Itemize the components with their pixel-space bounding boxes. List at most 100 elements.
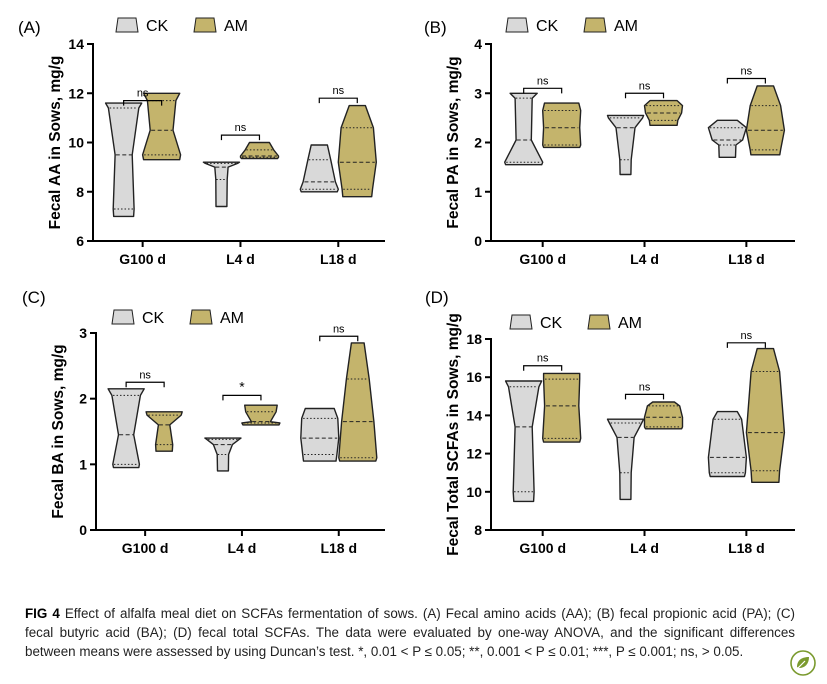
x-tick-label: G100 d xyxy=(122,540,169,556)
violin-am-1 xyxy=(239,141,280,160)
x-tick-label: L4 d xyxy=(630,540,659,556)
legend-label-am: AM xyxy=(614,18,638,35)
x-tick-label: L18 d xyxy=(320,251,357,267)
legend-swatch-am xyxy=(193,17,217,33)
y-tick-label: 2 xyxy=(79,391,87,407)
y-tick-label: 8 xyxy=(474,522,482,538)
significance-label: ns xyxy=(639,80,651,92)
x-tick-label: L18 d xyxy=(320,540,357,556)
violin-am-1 xyxy=(643,401,684,430)
legend-swatch-ck xyxy=(115,17,139,33)
violin-am-0 xyxy=(141,92,182,161)
significance-bracket xyxy=(726,77,766,84)
legend-label-am: AM xyxy=(224,18,248,35)
violin-am-0 xyxy=(542,102,582,149)
panel-label: (B) xyxy=(424,18,447,37)
chart-panel-c: (C) CK AM 0 1 2 3 Fecal BA in Sows, mg/g G100 d L… xyxy=(22,288,385,556)
legend-swatch-ck xyxy=(509,314,533,330)
significance-label: * xyxy=(239,378,245,394)
legend-swatch-am xyxy=(189,309,213,325)
violin-am-2 xyxy=(745,85,786,156)
significance-bracket xyxy=(726,342,766,348)
leaf-icon xyxy=(790,650,816,676)
y-tick-label: 2 xyxy=(474,135,482,151)
significance-label: ns xyxy=(332,85,344,97)
y-tick-label: 10 xyxy=(466,484,482,500)
significance-bracket xyxy=(523,87,563,94)
violin-ck-1 xyxy=(606,114,645,176)
x-tick-label: L4 d xyxy=(630,251,659,267)
violin-ck-1 xyxy=(204,437,242,472)
y-tick-label: 1 xyxy=(474,184,482,200)
x-tick-label: G100 d xyxy=(119,251,166,267)
significance-label: ns xyxy=(235,122,247,134)
significance-label: ns xyxy=(333,323,345,335)
legend-label-ck: CK xyxy=(536,18,559,35)
y-tick-label: 0 xyxy=(79,522,87,538)
significance-bracket xyxy=(222,394,262,401)
legend-label-ck: CK xyxy=(142,310,165,327)
significance-bracket xyxy=(523,365,563,371)
violin-am-1 xyxy=(241,404,281,426)
legend-label-ck: CK xyxy=(146,18,169,35)
legend-swatch-am xyxy=(583,17,607,33)
significance-label: ns xyxy=(537,353,549,365)
y-tick-label: 12 xyxy=(466,446,482,462)
legend-swatch-ck xyxy=(505,17,529,33)
violin-ck-1 xyxy=(606,418,645,501)
y-axis-title: Fecal AA in Sows, mg/g xyxy=(47,56,64,230)
y-tick-label: 6 xyxy=(76,233,84,249)
panel-label: (C) xyxy=(22,288,46,307)
x-tick-label: L4 d xyxy=(228,540,257,556)
significance-bracket xyxy=(624,92,665,99)
significance-bracket xyxy=(220,134,261,141)
significance-label: ns xyxy=(741,330,753,342)
violin-ck-2 xyxy=(707,119,748,158)
y-axis-title: Fecal Total SCFAs in Sows, mg/g xyxy=(445,313,462,556)
significance-bracket xyxy=(123,100,163,106)
y-tick-label: 3 xyxy=(79,325,87,341)
violin-am-0 xyxy=(542,372,582,443)
significance-bracket xyxy=(125,381,165,388)
significance-label: ns xyxy=(137,88,149,100)
violin-am-0 xyxy=(145,411,183,452)
significance-bracket xyxy=(624,393,665,400)
significance-bracket xyxy=(319,335,359,342)
violin-am-2 xyxy=(745,347,786,483)
y-axis-title: Fecal BA in Sows, mg/g xyxy=(50,344,67,518)
x-tick-label: G100 d xyxy=(519,540,566,556)
y-tick-label: 14 xyxy=(466,407,482,423)
significance-label: ns xyxy=(139,369,151,381)
significance-label: ns xyxy=(639,381,651,393)
violin-am-2 xyxy=(338,342,378,462)
y-tick-label: 0 xyxy=(474,233,482,249)
violin-ck-0 xyxy=(504,380,543,503)
legend-swatch-ck xyxy=(111,309,135,325)
violin-ck-0 xyxy=(104,102,143,218)
x-tick-label: L18 d xyxy=(728,540,765,556)
caption-text: Effect of alfalfa meal diet on SCFAs fer… xyxy=(25,606,795,659)
x-tick-label: G100 d xyxy=(519,251,566,267)
y-tick-label: 14 xyxy=(68,36,84,52)
violin-ck-2 xyxy=(707,410,748,478)
y-tick-label: 1 xyxy=(79,456,87,472)
x-tick-label: L18 d xyxy=(728,251,765,267)
y-tick-label: 8 xyxy=(76,184,84,200)
chart-panel-b: (B) CK AM 0 1 2 3 4 Fecal PA in Sows, mg/g G100 d… xyxy=(424,17,795,267)
y-tick-label: 4 xyxy=(474,36,482,52)
violin-ck-0 xyxy=(107,388,145,469)
panel-label: (D) xyxy=(425,288,449,307)
y-axis-title: Fecal PA in Sows, mg/g xyxy=(445,56,462,228)
legend-label-ck: CK xyxy=(540,315,563,332)
y-tick-label: 16 xyxy=(466,369,482,385)
legend-swatch-am xyxy=(587,314,611,330)
significance-label: ns xyxy=(741,65,753,77)
violin-ck-0 xyxy=(504,92,544,166)
figure-caption: FIG 4 Effect of alfalfa meal diet on SCF… xyxy=(25,604,795,661)
violin-ck-2 xyxy=(300,407,340,462)
y-tick-label: 10 xyxy=(68,135,84,151)
x-tick-label: L4 d xyxy=(226,251,255,267)
